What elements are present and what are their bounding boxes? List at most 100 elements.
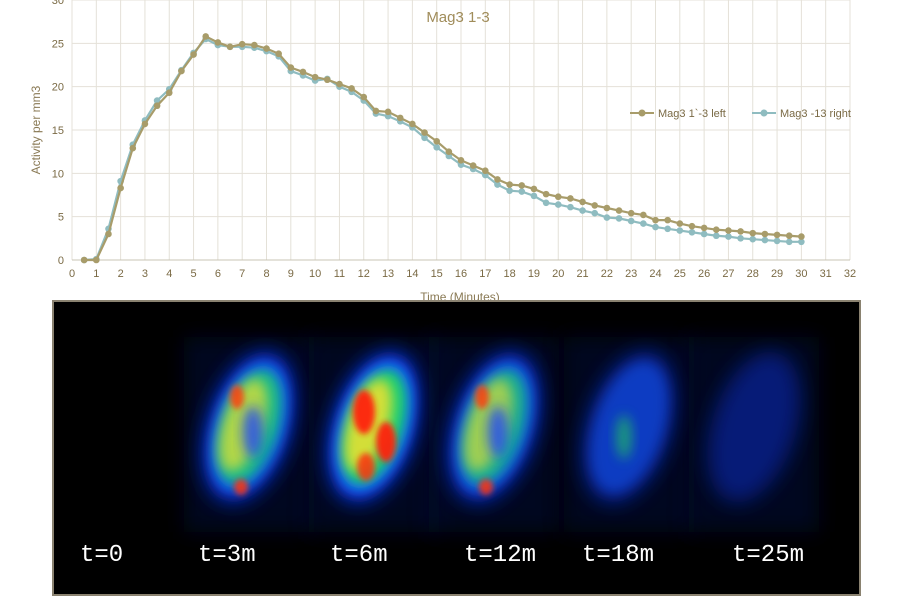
data-point-right [433, 144, 440, 151]
data-point-right [530, 192, 538, 200]
y-tick-label: 30 [52, 0, 64, 7]
data-point-left [202, 33, 210, 40]
data-point-left [542, 190, 550, 198]
data-point-left [129, 144, 137, 152]
x-tick-label: 9 [288, 268, 294, 280]
y-tick-label: 10 [52, 168, 64, 180]
data-point-left [579, 198, 586, 206]
frame-label-3m: t=3m [198, 542, 256, 569]
x-tick-label: 22 [601, 268, 613, 280]
data-point-left [299, 68, 307, 76]
data-point-left [263, 45, 270, 52]
chart-legend: Mag3 1`-3 left Mag3 -13 right [630, 108, 851, 120]
data-point-right [554, 201, 562, 208]
y-tick-label: 25 [52, 38, 64, 50]
data-point-left [688, 222, 696, 230]
x-tick-label: 26 [698, 268, 710, 280]
scan-images [184, 337, 819, 532]
data-point-left [725, 227, 732, 234]
data-point-left [348, 85, 355, 92]
x-tick-label: 8 [263, 268, 269, 280]
data-point-right [688, 228, 696, 236]
data-point-left [226, 43, 234, 51]
x-tick-label: 1 [93, 268, 99, 280]
data-point-left [336, 80, 343, 88]
data-point-left [384, 108, 392, 116]
x-tick-label: 12 [358, 268, 370, 280]
data-point-left [275, 50, 282, 58]
data-point-left [372, 107, 380, 115]
data-point-left [141, 120, 149, 128]
frame-label-6m: t=6m [330, 542, 388, 569]
x-tick-label: 0 [69, 268, 75, 280]
x-tick-label: 23 [625, 268, 637, 280]
x-tick-label: 14 [406, 268, 418, 280]
data-point-left [190, 51, 197, 58]
data-point-left [117, 184, 124, 192]
data-point-left [664, 216, 671, 224]
x-tick-label: 30 [795, 268, 807, 280]
renogram-scan-panel: t=0 t=3m t=6m t=12m t=18m t=25m [52, 300, 861, 596]
data-point-left [238, 40, 246, 48]
data-point-left [798, 233, 805, 240]
data-point-right [640, 220, 647, 227]
frame-label-18m: t=18m [582, 542, 655, 569]
x-tick-label: 32 [844, 268, 856, 280]
data-point-right [579, 207, 586, 214]
x-tick-label: 5 [191, 268, 197, 280]
data-point-right [494, 181, 501, 188]
data-point-left [712, 226, 720, 233]
data-point-left [287, 64, 295, 71]
data-point-left [457, 157, 465, 164]
x-tick-label: 24 [649, 268, 661, 280]
data-point-right [627, 217, 635, 225]
y-tick-label: 15 [52, 125, 64, 137]
x-tick-label: 11 [334, 268, 345, 280]
x-tick-label: 3 [142, 268, 148, 280]
x-tick-label: 15 [431, 268, 443, 280]
data-point-right [725, 233, 732, 240]
data-point-left [652, 216, 659, 224]
y-axis-label: Activity per mm3 [29, 85, 43, 174]
data-point-right [591, 209, 599, 217]
data-point-right [567, 203, 574, 211]
data-point-left [737, 228, 744, 235]
data-point-left [554, 193, 562, 201]
data-point-left [676, 220, 684, 227]
data-point-left [153, 102, 161, 110]
data-point-left [785, 232, 793, 240]
data-point-left [469, 162, 477, 169]
data-point-left [323, 76, 331, 84]
data-point-left [615, 207, 623, 214]
data-point-right [773, 237, 781, 245]
x-tick-label: 4 [166, 268, 172, 280]
chart-title: Mag3 1-3 [426, 9, 489, 26]
data-point-right [798, 238, 805, 246]
x-tick-label: 18 [504, 268, 516, 280]
data-point-left [640, 211, 647, 219]
data-point-right [542, 199, 550, 207]
data-point-right [712, 232, 720, 240]
x-tick-label: 7 [239, 268, 245, 280]
frame-label-0: t=0 [80, 542, 124, 569]
y-tick-label: 20 [52, 82, 64, 94]
data-point-left [396, 114, 404, 122]
line-chart: 0 5 10 15 20 25 30 0 1 2 3 4 5 6 7 8 9 10 11 12 13 14 15 16 17 18… [29, 0, 856, 304]
data-point-left [603, 204, 611, 212]
x-tick-label: 10 [309, 268, 321, 280]
data-point-left [773, 231, 781, 239]
x-tick-label: 31 [820, 268, 832, 280]
data-point-right [664, 225, 671, 233]
data-point-right [506, 187, 513, 194]
data-point-left [93, 256, 100, 264]
y-tick-label: 0 [58, 255, 64, 267]
data-point-left [178, 67, 185, 75]
x-tick-label: 29 [771, 268, 783, 280]
data-point-left [445, 148, 453, 155]
data-point-left [409, 120, 416, 128]
data-point-right [615, 215, 623, 222]
data-point-left [421, 129, 428, 136]
x-tick-label: 17 [479, 268, 491, 280]
data-point-left [591, 202, 599, 209]
